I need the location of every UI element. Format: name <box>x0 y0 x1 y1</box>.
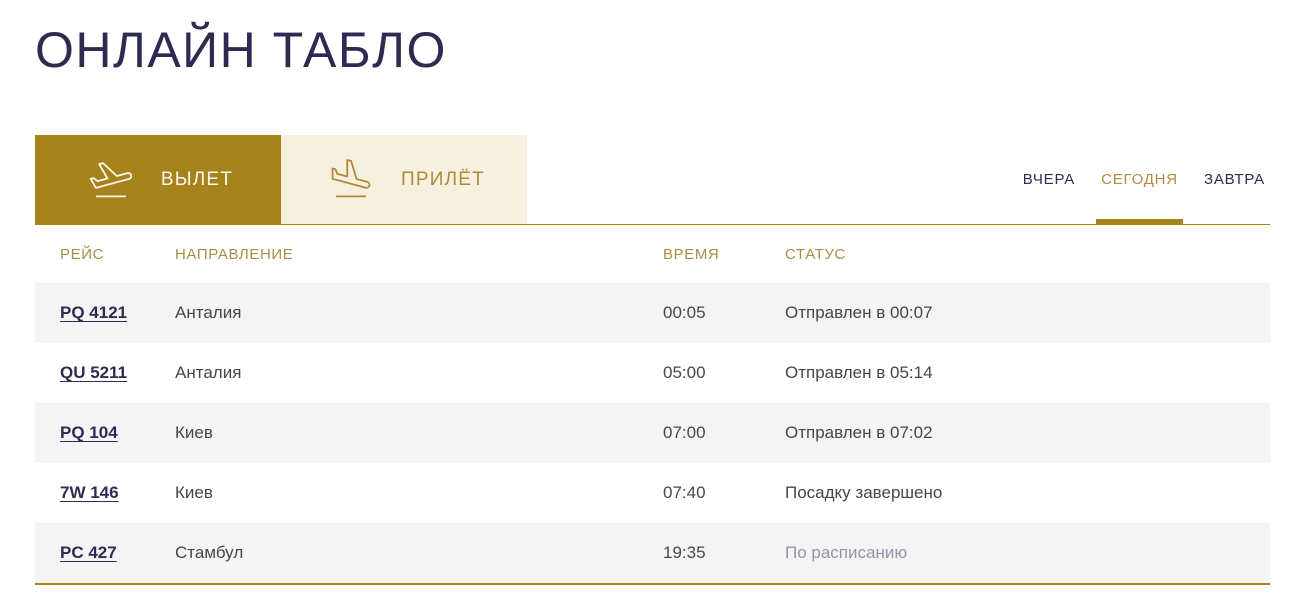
table-row: PQ 4121 Анталия 00:05 Отправлен в 00:07 <box>35 283 1270 343</box>
tab-arrivals-label: ПРИЛЁТ <box>401 168 485 190</box>
tab-departures-label: ВЫЛЕТ <box>160 168 234 190</box>
status-cell: Посадку завершено <box>785 483 943 502</box>
destination-cell: Киев <box>175 423 213 442</box>
column-header-status: СТАТУС <box>785 246 846 263</box>
destination-cell: Анталия <box>175 363 242 382</box>
plane-landing-icon <box>323 156 379 204</box>
status-cell: По расписанию <box>785 543 908 562</box>
table-row: PQ 104 Киев 07:00 Отправлен в 07:02 <box>35 403 1270 463</box>
filter-yesterday[interactable]: ВЧЕРА <box>1010 135 1088 224</box>
time-cell: 00:05 <box>663 303 706 322</box>
flight-link[interactable]: QU 5211 <box>60 363 128 382</box>
tab-bar: ВЫЛЕТ ПРИЛЁТ ВЧЕРА СЕГОДНЯ ЗАВТРА <box>35 135 1270 225</box>
column-header-destination: НАПРАВЛЕНИЕ <box>175 246 294 263</box>
table-row: 7W 146 Киев 07:40 Посадку завершено <box>35 463 1270 523</box>
destination-cell: Стамбул <box>175 543 244 562</box>
filter-tomorrow[interactable]: ЗАВТРА <box>1191 135 1270 224</box>
date-filters: ВЧЕРА СЕГОДНЯ ЗАВТРА <box>1010 135 1270 225</box>
column-header-time: ВРЕМЯ <box>663 246 720 263</box>
page-title: ОНЛАЙН ТАБЛО <box>35 22 447 78</box>
flight-link[interactable]: PQ 4121 <box>60 303 128 322</box>
status-cell: Отправлен в 00:07 <box>785 303 933 322</box>
destination-cell: Анталия <box>175 303 242 322</box>
filter-today-label: СЕГОДНЯ <box>1101 171 1178 188</box>
status-cell: Отправлен в 05:14 <box>785 363 933 382</box>
tab-departures[interactable]: ВЫЛЕТ <box>35 135 281 224</box>
time-cell: 07:00 <box>663 423 706 442</box>
table-row: PC 427 Стамбул 19:35 По расписанию <box>35 523 1270 583</box>
filter-today[interactable]: СЕГОДНЯ <box>1088 135 1191 225</box>
time-cell: 07:40 <box>663 483 706 502</box>
time-cell: 19:35 <box>663 543 706 562</box>
flight-link[interactable]: PQ 104 <box>60 423 118 442</box>
filter-tomorrow-label: ЗАВТРА <box>1203 171 1265 188</box>
flight-link[interactable]: 7W 146 <box>60 483 119 502</box>
table-row: QU 5211 Анталия 05:00 Отправлен в 05:14 <box>35 343 1270 403</box>
status-cell: Отправлен в 07:02 <box>785 423 933 442</box>
plane-takeoff-icon <box>83 156 139 204</box>
table-header-row: РЕЙС НАПРАВЛЕНИЕ ВРЕМЯ СТАТУС <box>35 226 1270 283</box>
time-cell: 05:00 <box>663 363 706 382</box>
flight-link[interactable]: PC 427 <box>60 543 117 562</box>
tab-arrivals[interactable]: ПРИЛЁТ <box>281 135 527 224</box>
column-header-flight: РЕЙС <box>60 246 105 263</box>
destination-cell: Киев <box>175 483 213 502</box>
filter-yesterday-label: ВЧЕРА <box>1022 171 1076 188</box>
flights-table: РЕЙС НАПРАВЛЕНИЕ ВРЕМЯ СТАТУС PQ 4121 Ан… <box>35 226 1270 585</box>
